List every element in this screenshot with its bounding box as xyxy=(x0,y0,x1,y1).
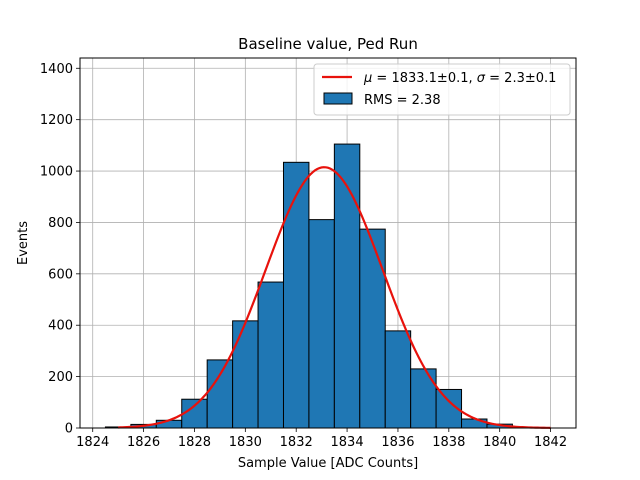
x-tick-label: 1832 xyxy=(280,435,313,450)
chart-title: Baseline value, Ped Run xyxy=(238,35,418,53)
histogram-bar xyxy=(155,419,183,429)
histogram-bar xyxy=(410,368,437,429)
y-axis-ticks: 0 200 400 600 800 1000 1200 1400 xyxy=(40,62,80,437)
plot-frame xyxy=(79,57,577,429)
x-axis-label: Sample Value [ADC Counts] xyxy=(238,456,418,471)
legend-sigma-symbol: σ xyxy=(477,71,486,86)
x-axis-ticks: 1824 1826 1828 1830 1832 1834 1836 1838 1840 1842 xyxy=(76,428,567,450)
y-tick-label: 200 xyxy=(48,370,73,385)
legend-sigma-value: = 2.3±0.1 xyxy=(485,71,556,86)
histogram-bar xyxy=(359,228,386,429)
legend-fit-label: μ = 1833.1±0.1, σ = 2.3±0.1 xyxy=(363,71,556,86)
histogram-bar xyxy=(206,359,234,429)
x-tick-label: 1838 xyxy=(432,435,465,450)
gaussian-fit-curve xyxy=(118,166,551,429)
x-tick-label: 1828 xyxy=(178,435,211,450)
x-tick-label: 1842 xyxy=(534,435,567,450)
y-tick-label: 1400 xyxy=(40,62,73,77)
y-tick-label: 600 xyxy=(48,267,73,282)
x-tick-label: 1840 xyxy=(483,435,516,450)
legend-box xyxy=(313,63,571,116)
legend-mu-value: = 1833.1±0.1, xyxy=(372,71,476,86)
histogram-bar xyxy=(282,161,310,429)
histogram-bar xyxy=(181,398,208,429)
histogram-bars xyxy=(104,143,539,429)
y-tick-label: 800 xyxy=(48,216,73,231)
y-tick-label: 400 xyxy=(48,319,73,334)
y-axis-label: Events xyxy=(16,221,31,265)
x-tick-label: 1830 xyxy=(229,435,262,450)
x-tick-label: 1826 xyxy=(127,435,160,450)
y-tick-label: 1000 xyxy=(40,165,73,180)
legend: μ = 1833.1±0.1, σ = 2.3±0.1 RMS = 2.38 xyxy=(313,63,571,116)
x-tick-label: 1834 xyxy=(331,435,364,450)
histogram-bar xyxy=(257,281,284,429)
legend-hist-swatch xyxy=(323,92,353,105)
y-tick-label: 1200 xyxy=(40,113,73,128)
y-tick-label: 0 xyxy=(65,422,73,437)
histogram-bar xyxy=(308,219,335,429)
x-tick-label: 1836 xyxy=(381,435,414,450)
histogram-bar xyxy=(384,330,412,429)
histogram-bar xyxy=(232,320,259,429)
legend-mu-symbol: μ xyxy=(363,71,372,86)
legend-hist-label: RMS = 2.38 xyxy=(364,93,441,108)
x-tick-label: 1824 xyxy=(76,435,109,450)
